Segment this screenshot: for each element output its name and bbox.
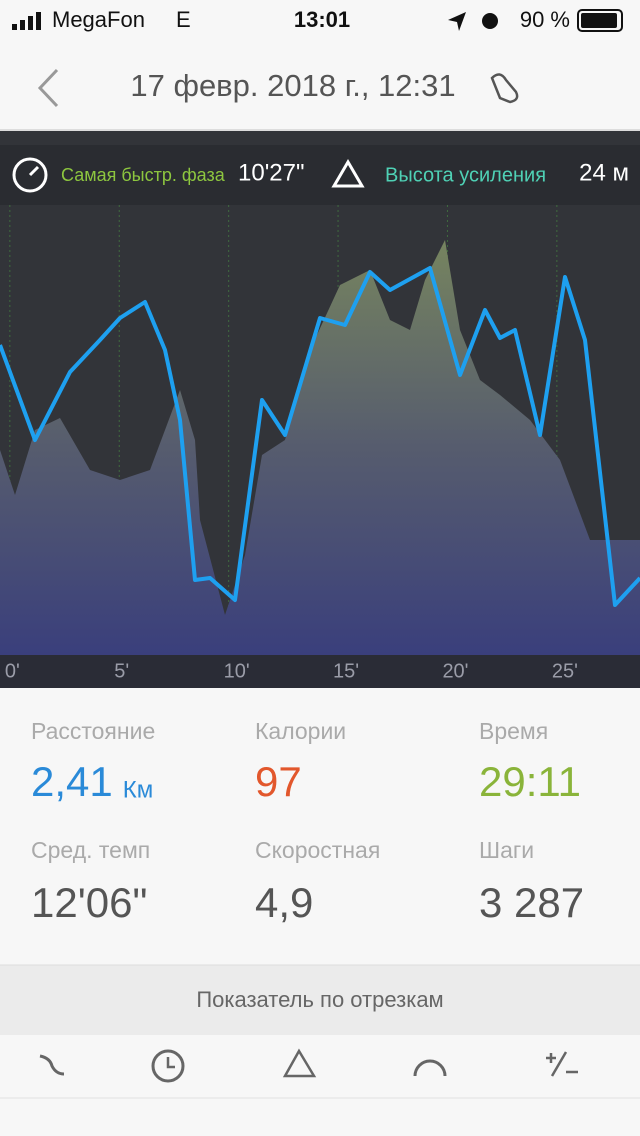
stat-label: Калории bbox=[255, 718, 346, 744]
highlight-bar bbox=[0, 145, 640, 205]
stat-label: Шаги bbox=[479, 837, 534, 863]
carrier: MegaFon bbox=[52, 7, 145, 32]
battery-level bbox=[581, 13, 617, 28]
signal bbox=[12, 12, 41, 30]
alarm-icon bbox=[482, 13, 498, 29]
stat-value: 3 287 bbox=[479, 879, 584, 926]
time-tab-hands bbox=[166, 1057, 175, 1069]
top-bg bbox=[0, 0, 640, 130]
segments-button-label: Показатель по отрезкам bbox=[196, 987, 443, 1012]
back-button[interactable] bbox=[37, 68, 59, 108]
highlight-label: Высота усиления bbox=[385, 164, 546, 186]
x-tick-label: 0' bbox=[5, 660, 20, 682]
stat-label: Расстояние bbox=[31, 718, 155, 744]
x-axis-bg bbox=[0, 655, 640, 688]
highlight-value: 24 м bbox=[579, 159, 629, 186]
route-tab[interactable] bbox=[39, 1054, 65, 1076]
header-title: 17 февр. 2018 г., 12:31 bbox=[130, 68, 455, 103]
elevation-icon bbox=[331, 159, 365, 188]
tab-bar bbox=[0, 1036, 640, 1098]
highlight-label: Самая быстр. фаза bbox=[61, 165, 226, 185]
stat-label: Скоростная bbox=[255, 837, 380, 863]
x-tick-label: 10' bbox=[224, 660, 250, 682]
stat-value: 12'06" bbox=[31, 879, 147, 926]
stat-label: Время bbox=[479, 718, 548, 744]
stat-unit: Км bbox=[123, 776, 153, 803]
x-tick-label: 15' bbox=[333, 660, 359, 682]
stat-value: 97 bbox=[255, 758, 302, 805]
highlight-value: 10'27" bbox=[238, 159, 305, 186]
plus-minus-tab[interactable] bbox=[546, 1051, 578, 1077]
stat-value: 4,9 bbox=[255, 879, 313, 926]
x-tick-label: 5' bbox=[114, 660, 129, 682]
stat-label: Сред. темп bbox=[31, 837, 150, 863]
stat-value: 2,41 bbox=[31, 758, 113, 805]
speed-tab[interactable] bbox=[413, 1059, 447, 1077]
shoe-icon bbox=[490, 73, 519, 104]
pace-line bbox=[0, 266, 640, 607]
elevation-tab[interactable] bbox=[282, 1048, 317, 1078]
battery-icon bbox=[577, 9, 623, 32]
x-tick-label: 20' bbox=[442, 660, 468, 682]
elevation-area bbox=[0, 240, 640, 655]
segments-button[interactable] bbox=[0, 965, 640, 1035]
speed-icon bbox=[12, 157, 48, 193]
network: E bbox=[176, 7, 191, 32]
time-tab[interactable] bbox=[151, 1049, 185, 1083]
stat-value: 29:11 bbox=[479, 758, 581, 805]
x-tick-label: 25' bbox=[552, 660, 578, 682]
battery-text: 90 % bbox=[520, 7, 570, 32]
location-icon bbox=[448, 12, 466, 31]
clock: 13:01 bbox=[294, 7, 350, 32]
speed-icon-needle bbox=[28, 165, 40, 177]
